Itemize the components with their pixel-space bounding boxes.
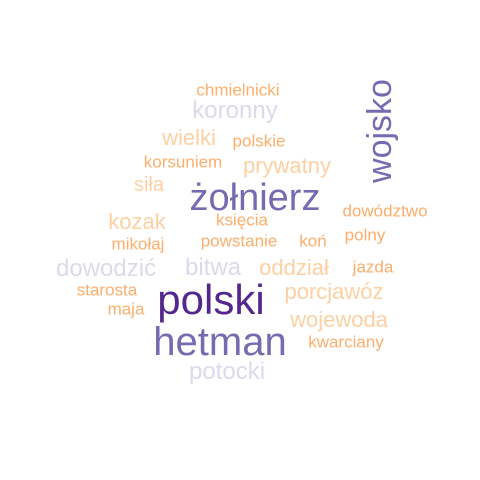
word-ksiecia: księcia — [216, 210, 268, 230]
word-maja: maja — [107, 299, 145, 319]
word-starosta: starosta — [76, 280, 138, 300]
word-prywatny: prywatny — [242, 153, 332, 178]
word-jazda: jazda — [352, 257, 394, 277]
word-wielki: wielki — [162, 125, 216, 150]
word-bitwa: bitwa — [184, 254, 242, 281]
word-korsuniem: korsuniem — [143, 152, 223, 172]
word-powstanie: powstanie — [200, 231, 278, 251]
word-wojewoda: wojewoda — [290, 307, 388, 332]
word-chmielnicki: chmielnicki — [196, 80, 280, 100]
word-zolnierz: żołnierz — [189, 177, 321, 219]
word-kwarciany: kwarciany — [308, 332, 384, 352]
word-sila: siła — [133, 174, 165, 196]
word-koronny: koronny — [192, 97, 278, 124]
word-porcjawoz: porcjawóz — [284, 279, 384, 304]
word-polski: polski — [157, 276, 265, 323]
word-dowodzic: dowodzić — [55, 255, 157, 282]
word-kon: koń — [299, 231, 327, 251]
word-hetman: hetman — [153, 320, 287, 364]
word-polskie: polskie — [232, 131, 286, 151]
word-polny: polny — [344, 225, 386, 245]
word-wojsko: wojsko — [361, 79, 399, 183]
word-potocki: potocki — [188, 358, 266, 385]
word-mikolaj: mikołaj — [111, 234, 165, 254]
word-oddzial: oddział — [259, 255, 329, 280]
word-kozak: kozak — [108, 209, 166, 234]
word-dowodztwo: dowództwo — [342, 201, 428, 221]
